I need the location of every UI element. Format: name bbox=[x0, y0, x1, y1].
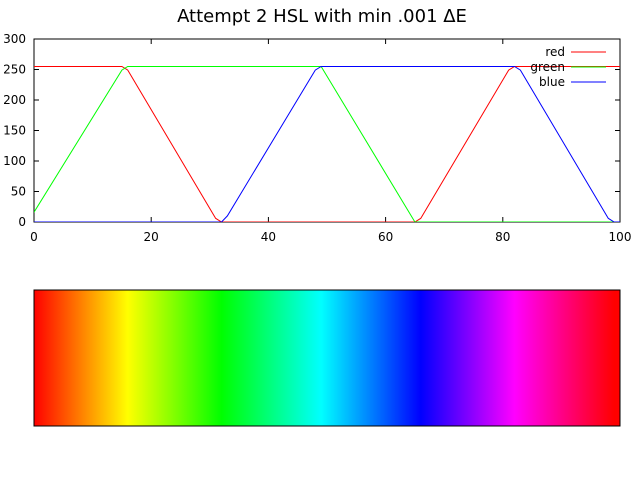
x-tick-label: 20 bbox=[144, 230, 159, 244]
y-tick-label: 150 bbox=[3, 124, 26, 138]
series-line-blue bbox=[34, 65, 620, 222]
legend-label-blue: blue bbox=[539, 75, 565, 89]
y-tick-label: 250 bbox=[3, 63, 26, 77]
x-tick-label: 40 bbox=[261, 230, 276, 244]
x-tick-label: 0 bbox=[30, 230, 38, 244]
y-tick-label: 300 bbox=[3, 32, 26, 46]
x-axis: 0 20 40 60 80 100 bbox=[30, 39, 631, 244]
y-tick-label: 100 bbox=[3, 154, 26, 168]
legend-label-green: green bbox=[530, 60, 565, 74]
x-tick-label: 80 bbox=[495, 230, 510, 244]
y-tick-label: 50 bbox=[11, 185, 26, 199]
y-axis: 0 50 100 150 200 250 300 bbox=[3, 32, 620, 229]
y-tick-label: 0 bbox=[18, 215, 26, 229]
x-tick-label: 100 bbox=[609, 230, 632, 244]
series-layer bbox=[34, 65, 620, 222]
legend-label-red: red bbox=[545, 45, 565, 59]
hue-gradient-bar bbox=[33, 289, 621, 427]
y-tick-label: 200 bbox=[3, 93, 26, 107]
series-line-green bbox=[34, 65, 620, 222]
chart-title: Attempt 2 HSL with min .001 ΔE bbox=[177, 6, 467, 27]
x-tick-label: 60 bbox=[378, 230, 393, 244]
